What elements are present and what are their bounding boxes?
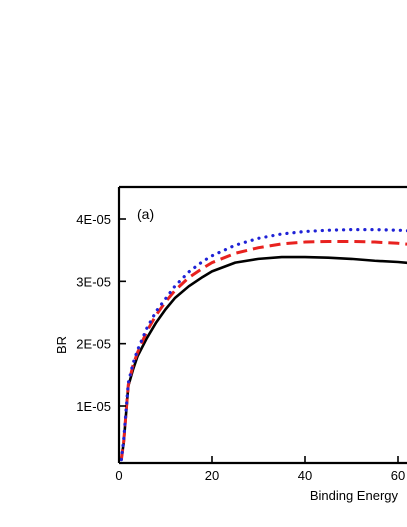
series-line-dashed [119,239,407,461]
y-tick-label: 3E-05 [76,274,111,289]
tick-layer: 0 20 40 60 1E-05 2E-05 3E-05 4E-05 [76,212,405,483]
y-tick-label: 2E-05 [76,337,111,352]
x-tick-label: 0 [115,468,122,483]
x-axis-title: Binding Energy [310,488,399,503]
series-line-dotted [119,228,407,462]
x-tick-label: 20 [205,468,219,483]
panel-label: (a) [137,206,154,222]
y-axis-title: BR [54,336,69,354]
y-tick-label: 1E-05 [76,399,111,414]
series-line-solid [120,255,407,460]
y-tick-label: 4E-05 [76,212,111,227]
series-layer [119,228,407,462]
x-tick-label: 40 [298,468,312,483]
x-tick-label: 60 [391,468,405,483]
